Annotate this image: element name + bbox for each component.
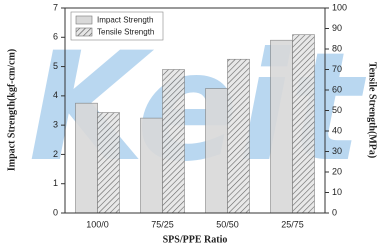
bar: [140, 117, 163, 214]
x-tick-label: 100/0: [86, 219, 109, 229]
bar: [270, 39, 293, 214]
y2-tick-label: 80: [332, 43, 342, 53]
y-tick-label: 2: [53, 149, 58, 159]
legend-label: Impact Strength: [97, 16, 153, 25]
y2-tick-label: 30: [332, 146, 342, 156]
y2-tick-label: 10: [332, 187, 342, 197]
y-tick-label: 5: [53, 61, 58, 71]
y-tick-label: 7: [53, 2, 58, 12]
y-tick-label: 4: [53, 90, 58, 100]
y-axis-title: Impact Strength(kgf-cm/cm): [6, 49, 17, 171]
bar: [97, 112, 120, 214]
bar: [205, 88, 228, 214]
y2-tick-label: 50: [332, 105, 342, 115]
bar: [162, 69, 185, 214]
y2-tick-label: 90: [332, 23, 342, 33]
y2-tick-label: 40: [332, 125, 342, 135]
plot-frame: [64, 7, 326, 214]
legend-swatch: [75, 15, 93, 25]
x-tick-label: 50/50: [216, 219, 239, 229]
y-tick-label: 0: [53, 207, 58, 217]
legend-label: Tensile Strength: [97, 28, 154, 37]
y-tick-label: 6: [53, 32, 58, 42]
y2-tick-label: 70: [332, 64, 342, 74]
x-axis-title: SPS/PPE Ratio: [163, 234, 228, 245]
x-tick-label: 75/25: [151, 219, 174, 229]
y-tick-label: 3: [53, 120, 58, 130]
y2-tick-label: 0: [332, 207, 337, 217]
y2-tick-label: 60: [332, 84, 342, 94]
x-tick-label: 25/75: [281, 219, 304, 229]
bar: [75, 102, 98, 214]
bar: [292, 34, 315, 214]
bar: [227, 58, 250, 214]
legend-swatch: [75, 27, 93, 37]
y2-tick-label: 100: [332, 2, 347, 12]
y2-axis-title: Tensile Strength(MPa): [367, 62, 378, 158]
y2-tick-label: 20: [332, 166, 342, 176]
y-tick-label: 1: [53, 178, 58, 188]
